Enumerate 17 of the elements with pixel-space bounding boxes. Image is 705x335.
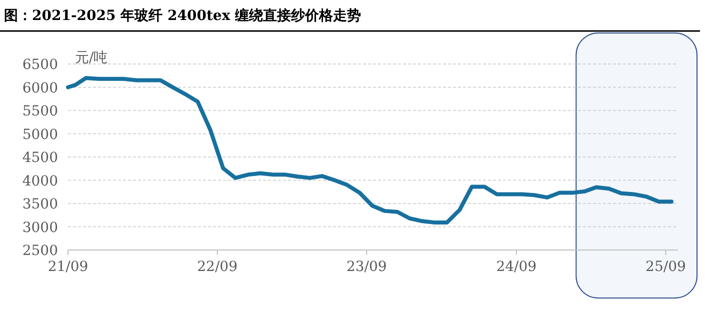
x-tick-label: 21/09 bbox=[48, 259, 88, 275]
x-tick-label: 22/09 bbox=[197, 259, 238, 275]
y-tick-label: 2500 bbox=[22, 243, 58, 259]
y-axis-title: 元/吨 bbox=[75, 50, 108, 66]
y-tick-label: 4500 bbox=[22, 150, 58, 166]
x-tick-label: 24/09 bbox=[496, 259, 537, 275]
y-tick-label: 3500 bbox=[22, 196, 58, 212]
y-tick-label: 6500 bbox=[22, 57, 58, 73]
chart-title: 图：2021-2025 年玻纤 2400tex 缠绕直接纱价格走势 bbox=[4, 7, 362, 24]
y-tick-label: 6000 bbox=[22, 80, 58, 96]
y-tick-label: 4000 bbox=[22, 173, 58, 190]
x-tick-label: 25/09 bbox=[646, 259, 686, 275]
line-series bbox=[66, 76, 674, 225]
y-tick-label: 3000 bbox=[22, 220, 58, 236]
x-tick-label: 23/09 bbox=[346, 259, 387, 275]
y-tick-label: 5000 bbox=[22, 126, 58, 143]
y-tick-label: 5500 bbox=[22, 104, 58, 120]
